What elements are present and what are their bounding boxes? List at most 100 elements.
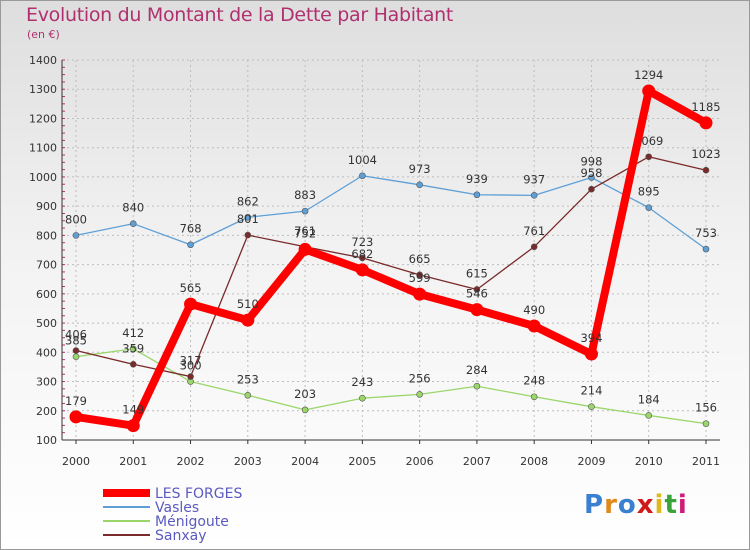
data-label: 203: [294, 387, 316, 401]
data-point: [72, 347, 80, 354]
data-point: [645, 204, 653, 211]
chart-title: Evolution du Montant de la Dette par Hab…: [26, 4, 454, 26]
x-tick-label: 2004: [291, 455, 319, 468]
data-point: [530, 192, 538, 199]
data-label: 973: [409, 162, 431, 176]
series-line-sanxay: [75, 156, 707, 378]
y-tick-label: 600: [36, 288, 57, 301]
data-point: [187, 241, 194, 249]
data-label: 998: [580, 155, 602, 169]
data-label: 565: [180, 281, 202, 295]
data-label: 723: [351, 235, 373, 249]
data-point: [72, 353, 80, 360]
data-label: 761: [294, 224, 316, 238]
x-tick-label: 2003: [234, 455, 262, 468]
y-tick-label: 700: [36, 259, 57, 272]
data-label: 284: [466, 363, 488, 377]
data-point: [355, 263, 369, 277]
legend-label: LES FORGES: [155, 486, 242, 502]
series-line-m-nigoute: [75, 348, 707, 425]
data-point: [241, 313, 255, 327]
data-label: 1185: [691, 100, 720, 114]
data-label: 1023: [691, 147, 720, 161]
data-label: 895: [638, 185, 660, 199]
legend-label: Vasles: [155, 500, 199, 516]
y-tick-label: 400: [36, 346, 57, 359]
data-point: [530, 393, 538, 401]
data-label: 406: [65, 328, 87, 342]
data-point: [244, 231, 252, 239]
y-tick-label: 200: [36, 405, 57, 418]
data-label: 394: [580, 331, 602, 345]
legend-label: Sanxay: [155, 528, 207, 544]
data-label: 214: [580, 384, 602, 398]
data-label: 156: [695, 401, 717, 415]
x-tick-label: 2011: [692, 455, 720, 468]
y-tick-label: 900: [36, 200, 57, 213]
data-point: [702, 420, 710, 427]
data-point: [301, 406, 309, 414]
data-label: 243: [351, 375, 373, 389]
data-label: 184: [638, 392, 660, 406]
data-point: [588, 403, 595, 410]
data-label: 149: [122, 403, 144, 417]
data-label: 958: [580, 166, 602, 180]
data-point: [359, 394, 366, 402]
data-point: [473, 382, 481, 390]
data-point: [244, 213, 252, 221]
data-label: 862: [237, 194, 259, 208]
x-tick-label: 2005: [348, 455, 376, 468]
data-point: [702, 245, 710, 253]
data-point: [588, 185, 595, 193]
data-label: 248: [523, 374, 545, 388]
data-point: [527, 319, 541, 333]
x-tick-label: 2001: [119, 455, 147, 468]
data-point: [416, 391, 423, 398]
proxiti-logo: Proxiti: [584, 490, 688, 520]
data-label: 801: [237, 212, 259, 226]
x-tick-label: 2009: [577, 455, 605, 468]
data-label: 490: [523, 303, 545, 317]
data-label: 939: [466, 172, 488, 186]
data-point: [413, 287, 427, 301]
x-tick-label: 2002: [177, 455, 205, 468]
data-label: 599: [409, 271, 431, 285]
x-tick-label: 2008: [520, 455, 548, 468]
data-point: [588, 174, 595, 181]
series-line-vasles: [75, 175, 707, 250]
data-point: [645, 153, 653, 161]
data-point: [298, 242, 312, 256]
data-point: [470, 303, 484, 317]
data-point: [359, 172, 366, 180]
data-point: [642, 84, 656, 98]
y-tick-label: 800: [36, 229, 57, 242]
x-tick-label: 2006: [406, 455, 434, 468]
data-point: [645, 412, 653, 419]
data-point: [584, 347, 598, 361]
data-label: 937: [523, 172, 545, 186]
y-tick-label: 500: [36, 317, 57, 330]
data-point: [699, 116, 713, 130]
data-point: [184, 297, 198, 311]
data-point: [301, 207, 309, 215]
data-label: 752: [294, 226, 316, 240]
data-point: [416, 181, 423, 189]
data-point: [187, 373, 194, 380]
data-label: 840: [122, 201, 144, 215]
data-label: 800: [65, 212, 87, 226]
data-label: 615: [466, 266, 488, 280]
data-point: [69, 410, 83, 424]
data-point: [530, 243, 538, 251]
data-point: [473, 286, 481, 293]
data-point: [473, 191, 481, 199]
y-tick-label: 100: [36, 434, 57, 447]
data-label: 546: [466, 287, 488, 301]
y-tick-label: 300: [36, 376, 57, 389]
data-label: 768: [180, 222, 202, 236]
y-tick-label: 1300: [29, 83, 57, 96]
data-point: [129, 345, 137, 353]
data-point: [129, 360, 137, 368]
legend-label: Ménigoute: [155, 514, 229, 530]
data-point: [129, 220, 137, 227]
